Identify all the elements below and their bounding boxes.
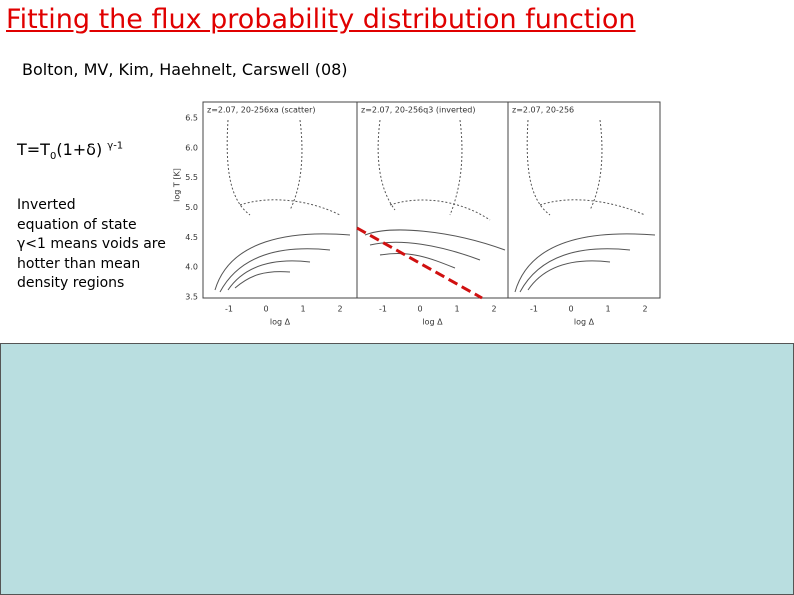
x-axis-label: log Δ: [270, 318, 291, 327]
y-tick-label: 5.5: [185, 173, 198, 182]
contours: [214, 119, 656, 293]
x-tick-label: -1: [530, 305, 538, 314]
panel-frame: [507, 101, 661, 299]
x-tick-label: -1: [225, 305, 233, 314]
note-line: equation of state: [17, 216, 137, 233]
y-tick-label: 4.5: [185, 233, 198, 242]
eq-lhs: T=T: [17, 140, 50, 159]
panel-label: z=2.07, 20-256xa (scatter): [207, 106, 316, 115]
y-axis-label: log T [K]: [173, 168, 182, 202]
x-tick-label: 2: [642, 305, 647, 314]
note-line: γ<1 means voids are: [17, 236, 166, 252]
x-tick-label: 0: [263, 305, 268, 314]
x-axis-label: log Δ: [574, 318, 595, 327]
x-axis-label: log Δ: [422, 318, 443, 327]
panel-frame: [356, 101, 509, 299]
blue-box: [0, 343, 794, 595]
x-tick-label: 1: [454, 305, 459, 314]
x-tick-label: 1: [605, 305, 610, 314]
eq-sup: γ-1: [107, 140, 124, 152]
equation: T=T0(1+δ) γ-1: [17, 140, 123, 162]
note-line: hotter than mean: [17, 255, 141, 272]
x-tick-label: 1: [300, 305, 305, 314]
x-tick-label: 0: [568, 305, 573, 314]
y-tick-label: 6.0: [185, 143, 198, 152]
x-tick-label: -1: [379, 305, 387, 314]
y-tick-label: 6.5: [185, 114, 198, 123]
panel-label: z=2.07, 20-256: [512, 106, 574, 115]
note-line: Inverted: [17, 197, 76, 213]
x-tick-label: 2: [491, 305, 496, 314]
note-line: density regions: [17, 275, 125, 291]
eq-mid: (1+δ): [56, 140, 103, 159]
note: Inverted equation of state γ<1 means voi…: [17, 196, 166, 294]
x-tick-label: 2: [337, 305, 342, 314]
figure: z=2.07, 20-256xa (scatter) -1 0 1 2 log Δ z=2.…: [173, 101, 661, 327]
title: Fitting the flux probability distributio…: [6, 4, 636, 35]
y-tick-label: 4.0: [185, 263, 198, 272]
y-tick-label: 3.5: [185, 293, 198, 302]
x-tick-label: 0: [417, 305, 422, 314]
y-tick-label: 5.0: [185, 203, 198, 212]
eq-sub: 0: [49, 151, 57, 163]
red-dashed-line: [356, 226, 483, 300]
panel-label: z=2.07, 20-256q3 (inverted): [361, 106, 475, 115]
authors: Bolton, MV, Kim, Haehnelt, Carswell (08): [22, 60, 348, 79]
